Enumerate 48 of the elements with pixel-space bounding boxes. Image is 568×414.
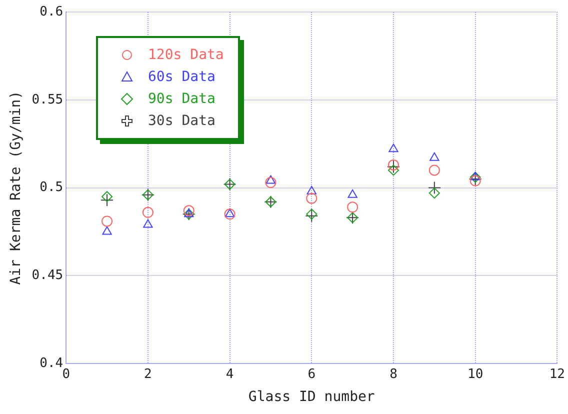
x-tick-label: 0 xyxy=(62,366,70,382)
y-tick-label: 0.55 xyxy=(32,92,64,108)
point xyxy=(428,181,441,194)
point xyxy=(306,208,318,220)
x-tick-label: 6 xyxy=(308,366,316,382)
x-tick-label: 2 xyxy=(144,366,152,382)
point xyxy=(388,164,399,176)
point xyxy=(428,164,440,176)
point xyxy=(348,189,358,198)
point xyxy=(470,175,481,186)
x-tick-label: 10 xyxy=(468,366,484,382)
y-tick-label: 0.45 xyxy=(32,268,64,284)
point xyxy=(388,159,399,170)
point xyxy=(430,152,440,161)
y-axis-title: Air Kerma Rate (Gy/min) xyxy=(8,90,24,285)
point xyxy=(470,172,480,180)
legend-label: 120s Data xyxy=(148,46,224,65)
y-tick-label: 0.6 xyxy=(40,4,64,20)
point xyxy=(428,188,440,199)
point xyxy=(388,144,398,152)
point xyxy=(100,194,114,207)
point xyxy=(386,160,400,174)
x-tick-label: 12 xyxy=(549,366,565,382)
point xyxy=(305,209,318,222)
point xyxy=(102,191,113,202)
legend-label: 90s Data xyxy=(148,90,216,109)
point xyxy=(102,216,113,227)
point xyxy=(143,219,153,228)
point xyxy=(224,208,235,218)
point xyxy=(183,205,194,216)
point xyxy=(224,208,236,220)
y-tick-label: 0.5 xyxy=(40,180,64,196)
x-tick-label: 4 xyxy=(226,366,234,382)
point xyxy=(347,202,358,213)
x-axis-title: Glass ID number xyxy=(248,389,375,406)
legend-label: 30s Data xyxy=(148,112,216,131)
point xyxy=(184,208,194,218)
legend-label: 60s Data xyxy=(148,68,216,87)
point xyxy=(102,226,112,235)
point xyxy=(265,177,276,188)
point xyxy=(468,172,482,186)
y-tick-label: 0.4 xyxy=(40,356,64,371)
point xyxy=(266,175,276,184)
point xyxy=(470,172,481,183)
point xyxy=(306,186,316,194)
point xyxy=(142,206,154,218)
point xyxy=(306,192,318,204)
x-tick-label: 8 xyxy=(390,366,398,382)
